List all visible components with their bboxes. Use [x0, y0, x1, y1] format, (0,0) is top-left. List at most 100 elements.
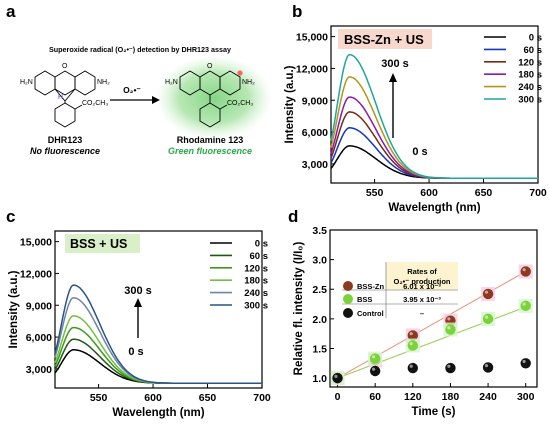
- rate-name-bss-zn: BSS-Zn: [357, 282, 385, 291]
- rate-name-control: Control: [357, 309, 384, 318]
- panel-b-series-1: [330, 127, 538, 179]
- panel-d-point-0-5: [520, 266, 531, 277]
- panel-d-point-shine-2-2: [409, 364, 413, 368]
- panel-d-xtick-label: 120: [404, 391, 422, 403]
- plot-d: 0 60 120 180 240 300 1.0 1.5 2.0 2.5 3.0 3.5 Time (s…: [293, 225, 538, 418]
- rho-oxygen: O: [207, 63, 213, 70]
- panel-d-xtick-label: 0: [335, 391, 341, 403]
- panel-b-legend-label-5: 300 s: [518, 95, 542, 106]
- radical-dot: [237, 70, 243, 76]
- panel-c-letter: c: [6, 207, 15, 226]
- panel-d-point-2-4: [482, 362, 494, 373]
- panel-c-arrow-bottom: 0 s: [128, 346, 143, 358]
- panel-c-legend-label-5: 300 s: [244, 301, 268, 312]
- panel-c-xtick-label: 550: [90, 392, 108, 404]
- rate-marker-bss-zn: [343, 281, 353, 291]
- panel-c-legend-label-1: 60 s: [250, 251, 269, 262]
- rate-value-bss-zn: 6.01 x 10⁻³: [403, 282, 441, 291]
- panel-d-point-2-0: [332, 372, 343, 384]
- rhodamine-desc: Green fluorescence: [168, 146, 252, 156]
- rho-nh2: NH₂: [242, 79, 255, 86]
- panel-d-xtick-label: 60: [369, 391, 381, 403]
- panel-b-label: BSS-Zn + US: [344, 32, 424, 47]
- rho-h2n: H₂N: [165, 79, 178, 86]
- panel-b-legend-label-3: 180 s: [518, 70, 542, 81]
- rate-marker-control: [343, 308, 353, 318]
- panel-c-legend-label-0: 0 s: [255, 239, 268, 250]
- panel-d-point-1-5: [520, 300, 531, 312]
- panel-d-point-shine-2-4: [484, 364, 489, 368]
- panel-d-point-2-5: [520, 358, 531, 369]
- rate-marker-bss: [343, 294, 353, 304]
- panel-c-ytick-label: 9,000: [26, 300, 52, 312]
- panel-b: b 550 600 650 700 3,000 6,000 9,000 12,000 15,00…: [284, 2, 547, 214]
- panel-d-letter: d: [288, 207, 298, 226]
- panel-b-xtick-label: 650: [475, 187, 493, 199]
- panel-c-series-5: [54, 284, 262, 384]
- panel-d-xtick-label: 240: [479, 391, 497, 403]
- panel-c-series-2: [54, 326, 262, 384]
- panel-d-ytick-label: 2.5: [312, 284, 327, 296]
- panel-b-frame: [330, 25, 539, 184]
- dhr-oxygen: O: [62, 63, 68, 70]
- panel-a: a Superoxide radical (O₂•⁻) detection by…: [6, 2, 272, 156]
- panel-b-arrow-head: [389, 73, 397, 82]
- panel-c-series-3: [54, 315, 262, 384]
- panel-d-ytick-label: 3.0: [312, 255, 327, 267]
- panel-d-point-1-3: [445, 324, 456, 335]
- rate-value-bss: 3.95 x 10⁻³: [403, 295, 441, 304]
- panel-b-legend-label-1: 60 s: [524, 45, 543, 56]
- panel-a-title: Superoxide radical (O₂•⁻) detection by D…: [49, 45, 231, 54]
- panel-d-ytick-label: 3.5: [312, 225, 327, 237]
- reaction-arrow-head: [152, 96, 160, 104]
- panel-c-legend-label-2: 120 s: [244, 263, 268, 274]
- dhr-nh2: NH₂: [97, 79, 110, 86]
- panel-d-point-1-4: [482, 313, 494, 325]
- panel-d-ytick-label: 2.0: [312, 314, 327, 326]
- panel-d-point-shine-0-4: [484, 290, 489, 294]
- panel-d-xtick-label: 300: [517, 391, 535, 403]
- panel-d-ytick-label: 1.0: [312, 373, 327, 385]
- panel-b-series-2: [330, 111, 538, 179]
- panel-d-point-shine-1-2: [409, 342, 413, 346]
- panel-c-label-bg: [65, 234, 140, 253]
- panel-b-series-0: [330, 145, 538, 179]
- panel-d-point-shine-1-1: [371, 355, 376, 359]
- panel-a-letter: a: [6, 2, 16, 21]
- panel-b-arrow-bottom: 0 s: [412, 146, 427, 158]
- panel-b-xtick-label: 600: [420, 187, 438, 199]
- panel-b-ytick-label: 9,000: [302, 95, 328, 107]
- panel-c-series-0: [54, 349, 262, 384]
- panel-d-ytick-label: 1.5: [312, 343, 327, 355]
- panel-c-legend-label-4: 240 s: [244, 288, 268, 299]
- rate-value-control: –: [420, 309, 424, 318]
- panel-b-series-4: [330, 76, 538, 179]
- panel-b-legend-label-2: 120 s: [518, 57, 542, 68]
- panel-b-label-bg: [338, 29, 432, 49]
- panel-d-point-shine-2-1: [371, 367, 376, 371]
- panel-d: d 0 60 120 180 240 300 1.0 1.5 2.0 2.5 3.0 3.5 Time …: [288, 207, 538, 418]
- panel-c-series-4: [54, 297, 262, 384]
- panel-b-ylabel: Intensity (a.u.): [284, 65, 296, 143]
- panel-d-xlabel: Time (s): [412, 406, 456, 418]
- panel-c-ytick-label: 15,000: [20, 237, 52, 249]
- panel-c-xtick-label: 650: [199, 392, 217, 404]
- panel-c-arrow-top: 300 s: [124, 285, 152, 297]
- panel-d-point-2-1: [369, 365, 381, 377]
- panel-d-point-1-2: [407, 340, 418, 351]
- panel-b-ytick-label: 6,000: [302, 127, 328, 139]
- reagent-label: O₂•⁻: [123, 85, 141, 95]
- panel-b-legend-label-4: 240 s: [518, 82, 542, 93]
- rhodamine-name: Rhodamine 123: [177, 135, 244, 145]
- plot-c: 550 600 650 700 3,000 6,000 9,000 12,000 15,000 W…: [8, 230, 271, 419]
- panel-c-frame: [54, 230, 263, 389]
- panel-c-series-1: [54, 338, 262, 384]
- fluorescence-glow: [156, 56, 272, 140]
- panel-d-point-shine-1-4: [484, 315, 489, 319]
- dhr-h2n: H₂N: [20, 79, 33, 86]
- panel-b-series-3: [330, 96, 538, 179]
- panel-d-point-shine-0-3: [447, 317, 451, 321]
- panel-b-series-5: [330, 53, 538, 179]
- panel-b-letter: b: [292, 2, 302, 21]
